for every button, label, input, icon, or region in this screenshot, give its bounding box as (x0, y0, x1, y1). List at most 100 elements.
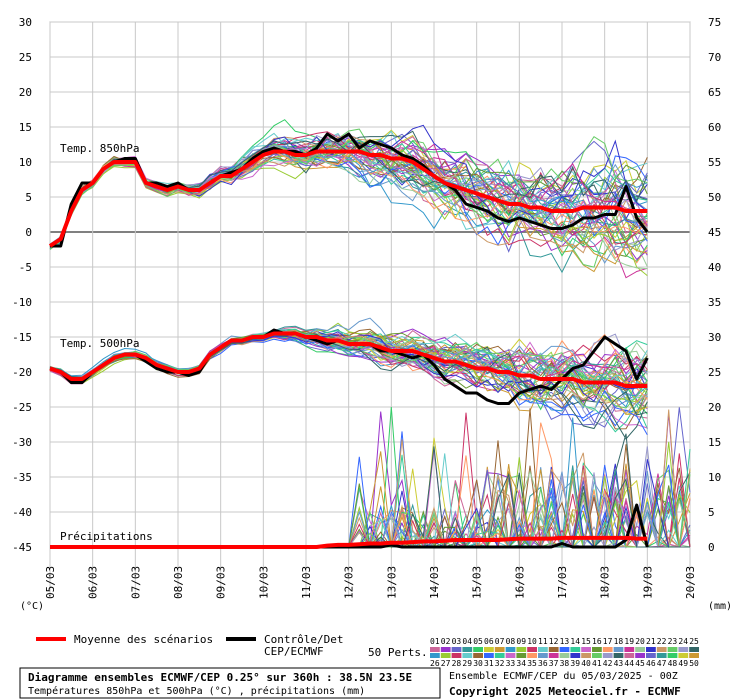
pert-number-top: 21 (646, 637, 656, 646)
t850-label: Temp. 850hPa (60, 142, 139, 155)
pert-number-top: 15 (581, 637, 591, 646)
pert-number-bottom: 28 (452, 659, 462, 668)
pert-swatch-top (451, 647, 462, 652)
pert-number-bottom: 42 (603, 659, 613, 668)
left-tick-label: 20 (19, 86, 32, 99)
t500-member-line (49, 331, 648, 409)
right-tick-label: 75 (708, 16, 721, 29)
pert-swatch-bottom (602, 653, 613, 658)
pert-number-top: 24 (678, 637, 688, 646)
pert-number-bottom: 37 (549, 659, 559, 668)
pert-swatch-bottom (538, 653, 548, 658)
pert-number-top: 06 (484, 637, 494, 646)
pert-number-bottom: 40 (581, 659, 591, 668)
x-tick-label: 19/03 (641, 566, 654, 599)
left-tick-label: -5 (19, 261, 32, 274)
pert-number-top: 10 (527, 637, 537, 646)
footer-box (19, 667, 441, 699)
pert-swatch-bottom (548, 653, 559, 658)
pert-swatch-bottom (581, 653, 591, 658)
pert-swatch-bottom (440, 653, 451, 658)
pert-swatch-top (646, 647, 656, 652)
pert-swatch-bottom (451, 653, 462, 658)
pert-swatch-bottom (505, 653, 516, 658)
legend: Moyenne des scénarios Contrôle/Det CEP/E… (36, 633, 699, 668)
pert-swatch-top (505, 647, 516, 652)
left-tick-label: -15 (12, 331, 32, 344)
footer-copyright: Copyright 2025 Meteociel.fr - ECMWF (449, 685, 681, 698)
right-tick-label: 60 (708, 121, 721, 134)
t500-member-line (49, 333, 648, 397)
left-tick-label: -40 (12, 506, 32, 519)
pert-swatch-top (494, 647, 505, 652)
pert-number-bottom: 35 (527, 659, 537, 668)
left-tick-label: -30 (12, 436, 32, 449)
pert-legend: 01 26 02 27 03 28 04 29 05 30 06 31 07 32 08 33 09 34 10 35… (430, 637, 699, 668)
precip-label: Précipitations (60, 530, 153, 543)
left-tick-label: 15 (19, 121, 32, 134)
pert-number-bottom: 41 (592, 659, 602, 668)
pert-swatch-top (559, 647, 570, 652)
main-lines (48, 132, 649, 549)
right-tick-label: 0 (708, 541, 715, 554)
right-tick-label: 5 (708, 506, 715, 519)
pert-number-bottom: 39 (570, 659, 580, 668)
left-tick-label: -45 (12, 541, 32, 554)
pert-number-top: 18 (614, 637, 624, 646)
x-tick-label: 14/03 (428, 566, 441, 599)
x-tick-label: 13/03 (385, 566, 398, 599)
pert-number-top: 08 (506, 637, 516, 646)
left-tick-label: -35 (12, 471, 32, 484)
pert-number-top: 17 (603, 637, 613, 646)
pert-swatch-top (613, 647, 624, 652)
pert-swatch-bottom (494, 653, 505, 658)
x-tick-label: 09/03 (215, 566, 228, 599)
left-tick-label: -20 (12, 366, 32, 379)
pert-swatch-top (678, 647, 689, 652)
left-tick-label: 0 (25, 226, 32, 239)
x-tick-label: 16/03 (513, 566, 526, 599)
pert-number-top: 09 (516, 637, 526, 646)
t500-mean-line (49, 331, 648, 388)
pert-swatch-top (538, 647, 548, 652)
pert-number-top: 16 (592, 637, 602, 646)
pert-swatch-top (689, 647, 699, 652)
pert-number-top: 22 (657, 637, 667, 646)
pert-swatch-top (667, 647, 678, 652)
pert-swatch-top (484, 647, 494, 652)
pert-swatch-top (602, 647, 613, 652)
pert-swatch-bottom (559, 653, 570, 658)
right-tick-label: 30 (708, 331, 721, 344)
pert-number-bottom: 48 (668, 659, 678, 668)
pert-swatch-top (440, 647, 451, 652)
pert-swatch-top (516, 647, 527, 652)
left-unit: (°C) (20, 601, 44, 612)
pert-number-bottom: 30 (473, 659, 483, 668)
pert-number-bottom: 32 (495, 659, 505, 668)
left-tick-label: 25 (19, 51, 32, 64)
right-unit: (mm) (708, 601, 732, 612)
pert-swatch-bottom (527, 653, 537, 658)
footer-run-info: Ensemble ECMWF/CEP du 05/03/2025 - 00Z (449, 671, 678, 682)
pert-swatch-bottom (689, 653, 699, 658)
pert-swatch-top (430, 647, 440, 652)
pert-swatch-top (656, 647, 667, 652)
pert-number-bottom: 33 (506, 659, 516, 668)
right-tick-label: 25 (708, 366, 721, 379)
left-tick-label: 5 (25, 191, 32, 204)
x-tick-label: 08/03 (172, 566, 185, 599)
plot-area (49, 21, 691, 548)
pert-number-top: 20 (635, 637, 645, 646)
pert-number-top: 19 (624, 637, 634, 646)
pert-swatch-top (624, 647, 635, 652)
pert-number-top: 23 (668, 637, 678, 646)
pert-swatch-bottom (570, 653, 581, 658)
legend-control-label-1: Contrôle/Det (264, 633, 343, 646)
pert-swatch-bottom (516, 653, 527, 658)
footer-title: Diagramme ensembles ECMWF/CEP 0.25° sur … (28, 671, 412, 684)
right-tick-label: 10 (708, 471, 721, 484)
precip-mean-line (50, 535, 648, 549)
x-tick-label: 18/03 (599, 566, 612, 599)
right-tick-label: 65 (708, 86, 721, 99)
